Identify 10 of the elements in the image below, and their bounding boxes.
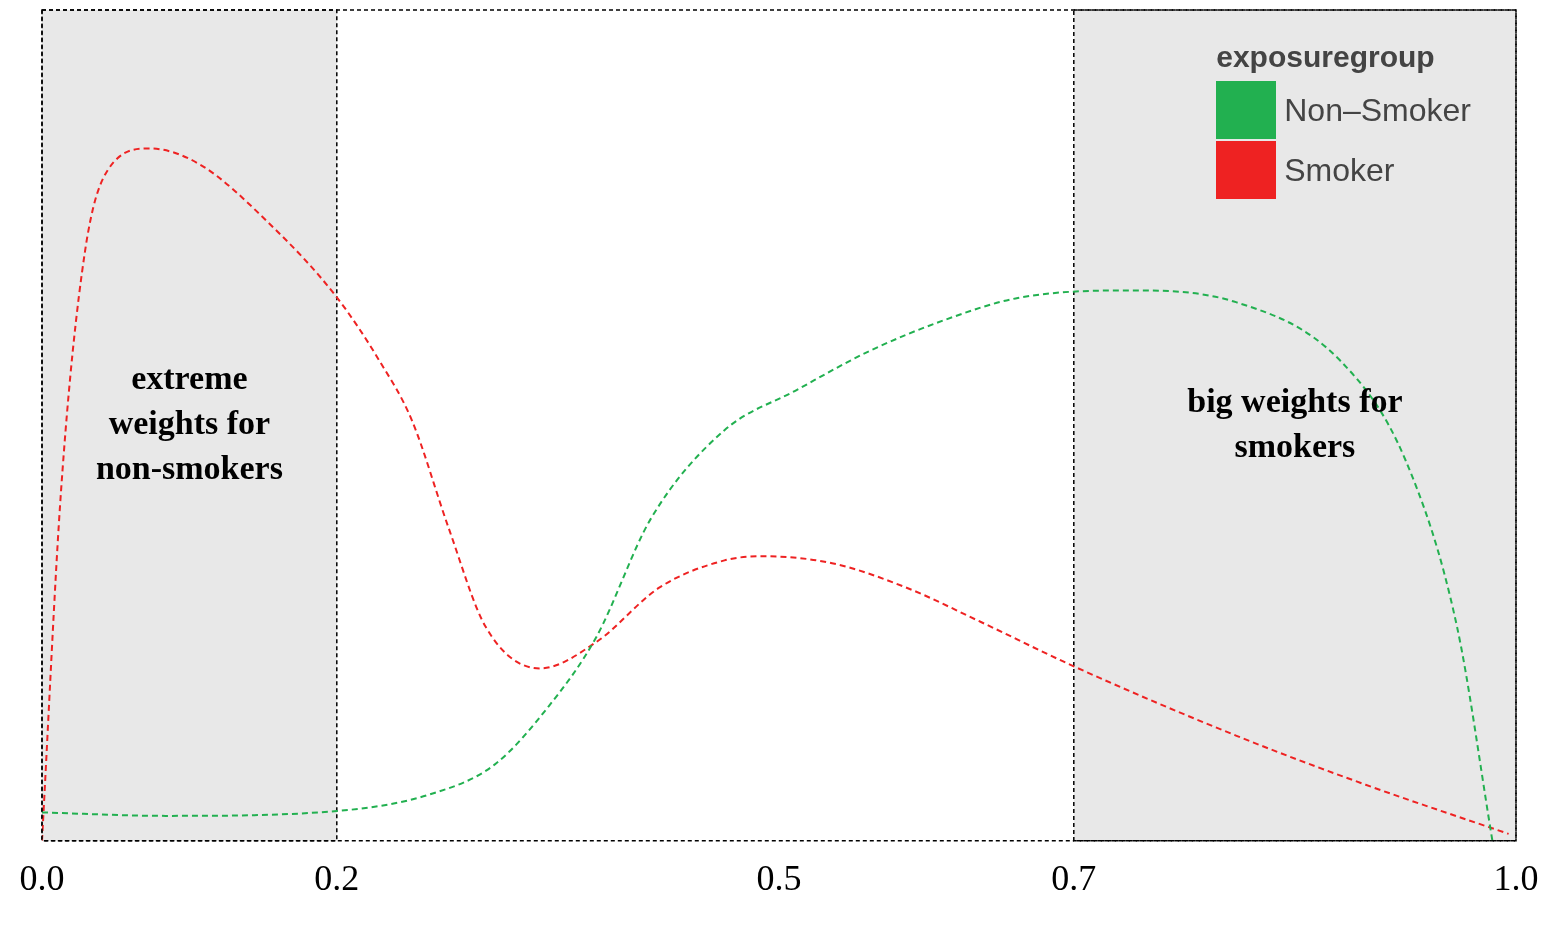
- x-tick-label: 0.7: [1051, 857, 1097, 898]
- legend-label: Non–Smoker: [1284, 91, 1471, 129]
- legend-title: exposuregroup: [1216, 40, 1436, 74]
- legend-label: Smoker: [1284, 151, 1395, 189]
- x-tick-label: 0.2: [314, 857, 360, 898]
- x-tick-label: 1.0: [1493, 857, 1539, 898]
- x-tick-label: 0.0: [19, 857, 65, 898]
- band-label: extreme weights for non-smokers: [95, 359, 283, 487]
- band-label: big weights for smokers: [1187, 381, 1403, 464]
- x-tick-label: 0.5: [756, 857, 802, 898]
